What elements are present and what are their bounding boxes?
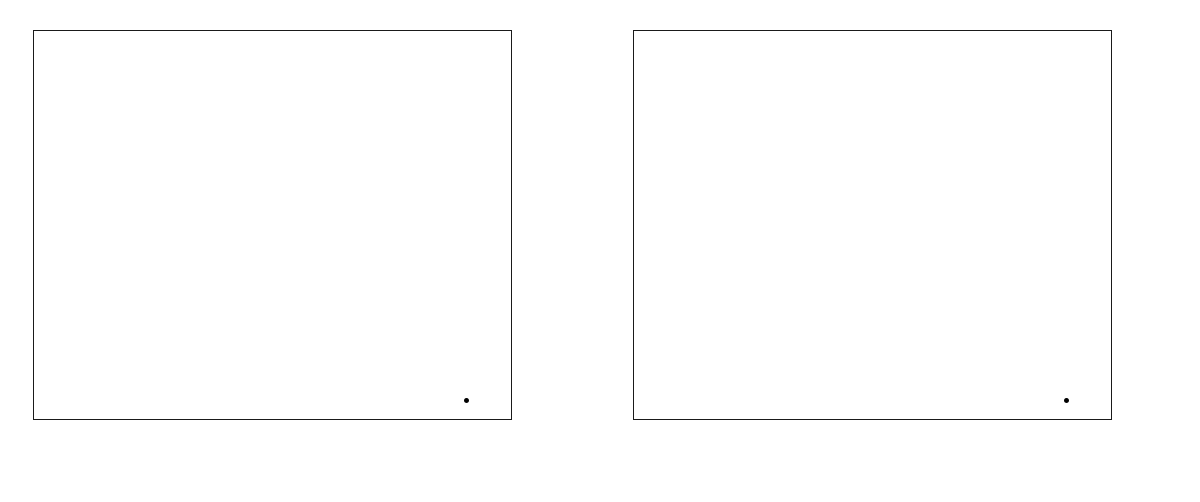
aqs-dot-icon [1064,398,1069,403]
model-concentration-grid [34,31,511,419]
bias-map-plot [633,30,1112,420]
legend-aqs-bias [1064,398,1075,403]
panel-bias [600,0,1200,502]
aqs-bias-markers [634,31,1111,419]
coastline-and-state-borders-bias [634,31,1111,419]
bias-colorbar-gradient [1141,42,1152,400]
panel-model [33,30,552,420]
model-colorbar-gradient [541,42,552,400]
aqs-dot-icon [464,398,469,403]
model-map-plot [33,30,512,420]
legend-aqs-model [464,398,475,403]
